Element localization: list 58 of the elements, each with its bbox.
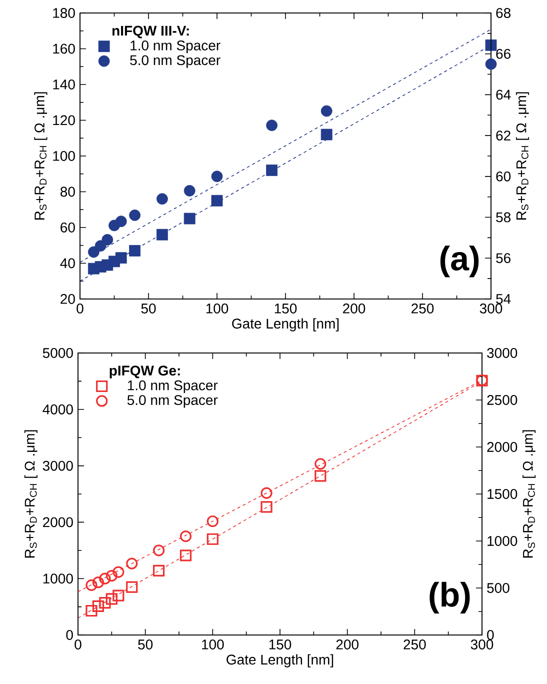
y2-tick-label: 1000 bbox=[488, 536, 518, 546]
x-tick-label: 250 bbox=[412, 304, 434, 314]
y2-tick-label: 62 bbox=[496, 130, 510, 141]
y-tick-label: 60 bbox=[60, 222, 75, 232]
x-tick-label: 0 bbox=[76, 304, 84, 314]
legend-label: 5.0 nm Spacer bbox=[127, 395, 218, 408]
annotation: (b) bbox=[430, 582, 470, 614]
y-tick-label: 160 bbox=[53, 44, 75, 54]
legend-title: nIFQW III-V: bbox=[112, 26, 189, 38]
x-tick-label: 0 bbox=[74, 640, 82, 650]
x-axis-title: Gate Length [nm] bbox=[226, 654, 334, 668]
y-tick-label: 180 bbox=[53, 8, 75, 18]
legend-title: pIFQW Ge: bbox=[110, 366, 180, 378]
y2-tick-label: 3000 bbox=[487, 348, 518, 358]
y2-tick-label: 2500 bbox=[487, 395, 518, 405]
y2-tick-label: 500 bbox=[487, 583, 510, 593]
x-tick-label: 300 bbox=[470, 640, 494, 650]
x-tick-label: 150 bbox=[269, 640, 292, 650]
x-tick-label: 150 bbox=[274, 304, 297, 314]
y-axis-title: R$_{S}$+R$_{D}$+R$_{CH}$ [ Ω .μm] bbox=[24, 430, 38, 558]
y2-tick-label: 68 bbox=[496, 8, 510, 18]
x-tick-label: 50 bbox=[138, 640, 153, 650]
x-tick-label: 250 bbox=[404, 640, 426, 650]
y-tick-label: 100 bbox=[53, 151, 75, 161]
x-axis-title: Gate Length [nm] bbox=[232, 318, 339, 332]
x-tick-label: 200 bbox=[343, 304, 366, 314]
y-tick-label: 40 bbox=[60, 258, 75, 268]
y-tick-label: 2000 bbox=[43, 517, 73, 528]
y-tick-label: 140 bbox=[53, 80, 75, 90]
y2-axis-title: R$_{S}$+R$_{D}$+R$_{CH}$ [ Ω .μm] bbox=[516, 92, 530, 220]
y-tick-label: 20 bbox=[60, 294, 75, 304]
legend-label: 5.0 nm Spacer bbox=[130, 55, 220, 68]
x-tick-label: 100 bbox=[206, 304, 228, 314]
annotation: (a) bbox=[440, 246, 479, 278]
y2-tick-label: 1500 bbox=[488, 489, 518, 499]
y2-tick-label: 64 bbox=[496, 90, 511, 100]
y-tick-label: 120 bbox=[53, 115, 75, 126]
y2-tick-label: 54 bbox=[496, 294, 511, 304]
x-tick-label: 300 bbox=[480, 304, 502, 314]
y2-tick-label: 2000 bbox=[487, 442, 518, 452]
y2-axis-title: R$_{S}$+R$_{D}$+R$_{CH}$ [ Ω .μm] bbox=[522, 430, 536, 558]
y-tick-label: 4000 bbox=[42, 404, 73, 414]
y2-tick-label: 56 bbox=[496, 253, 510, 264]
y-tick-label: 3000 bbox=[42, 460, 73, 471]
y-tick-label: 1000 bbox=[43, 574, 73, 584]
y-tick-label: 80 bbox=[60, 186, 75, 197]
y2-tick-label: 0 bbox=[487, 630, 494, 640]
x-tick-label: 200 bbox=[336, 640, 358, 650]
y-tick-label: 0 bbox=[66, 630, 73, 640]
x-tick-label: 100 bbox=[202, 640, 224, 650]
legend-label: 1.0 nm Spacer bbox=[130, 40, 220, 54]
x-tick-label: 50 bbox=[141, 304, 156, 314]
y2-tick-label: 60 bbox=[496, 171, 511, 182]
y-tick-label: 5000 bbox=[42, 348, 73, 358]
y-axis-title: R$_{S}$+R$_{D}$+R$_{CH}$ [ Ω .μm] bbox=[34, 92, 48, 220]
legend-label: 1.0 nm Spacer bbox=[128, 380, 218, 394]
y2-tick-label: 58 bbox=[496, 212, 510, 222]
y2-tick-label: 66 bbox=[496, 48, 510, 59]
